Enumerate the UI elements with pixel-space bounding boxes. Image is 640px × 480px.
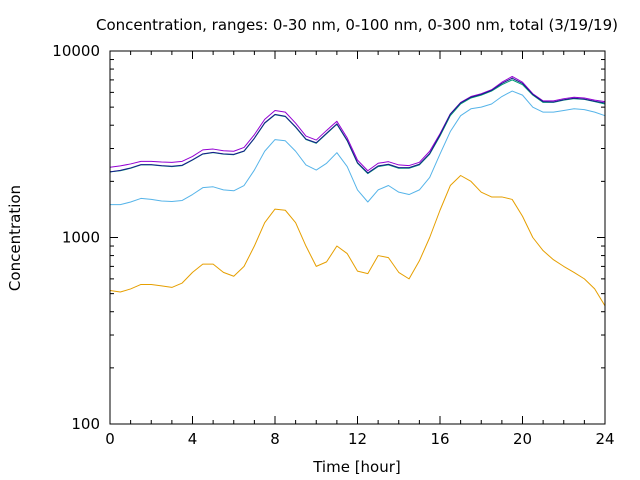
x-tick-label: 20 — [513, 430, 532, 448]
x-tick-label: 16 — [430, 430, 449, 448]
series-line-5 — [109, 77, 606, 174]
x-axis-label: Time [hour] — [312, 458, 401, 476]
series-line-1 — [109, 175, 606, 307]
x-tick-label: 24 — [595, 430, 614, 448]
axis-ticks: 0 4 8 12 16 20 24 100 1000 10000 — [52, 42, 614, 448]
y-tick-label: 10000 — [52, 42, 100, 60]
y-tick-label: 1000 — [62, 229, 100, 247]
data-series-group — [109, 75, 606, 307]
series-line-2 — [110, 90, 606, 206]
series-line-4 — [109, 75, 606, 172]
chart-title: Concentration, ranges: 0-30 nm, 0-100 nm… — [96, 16, 618, 34]
x-tick-label: 4 — [188, 430, 198, 448]
x-tick-label: 8 — [270, 430, 280, 448]
plot-frame — [109, 50, 606, 425]
y-axis-label: Concentration — [6, 185, 24, 291]
x-tick-label: 12 — [348, 430, 367, 448]
y-tick-label: 100 — [71, 415, 100, 433]
x-tick-label: 0 — [105, 430, 115, 448]
